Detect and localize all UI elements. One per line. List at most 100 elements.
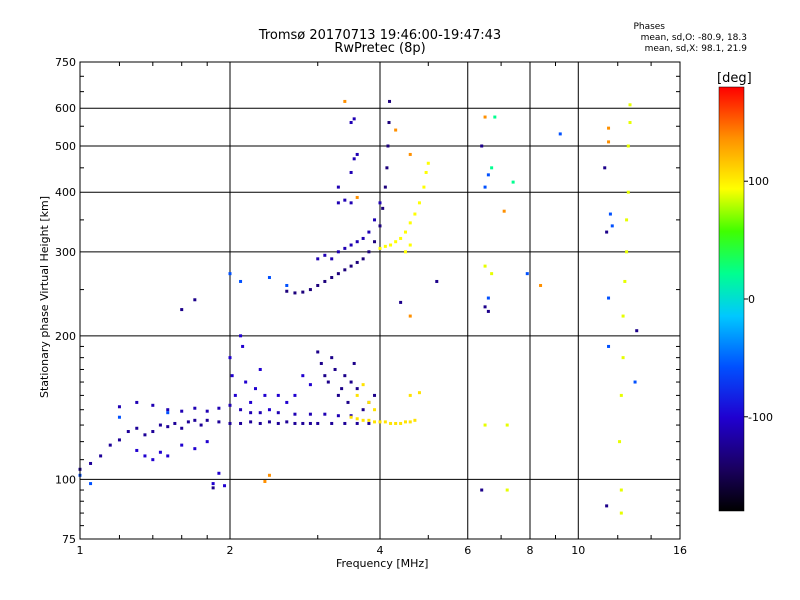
data-point bbox=[490, 272, 494, 276]
data-point bbox=[249, 411, 253, 415]
data-point bbox=[607, 126, 611, 130]
data-point bbox=[166, 454, 170, 458]
data-point bbox=[211, 486, 215, 490]
data-point bbox=[408, 243, 412, 247]
data-point bbox=[355, 421, 359, 425]
data-point bbox=[367, 230, 371, 234]
data-point bbox=[490, 166, 494, 170]
data-point bbox=[239, 279, 243, 283]
data-point bbox=[343, 268, 347, 272]
y-tick-label: 750 bbox=[55, 56, 76, 69]
data-point bbox=[151, 430, 155, 434]
data-point bbox=[193, 298, 197, 302]
data-point bbox=[143, 454, 147, 458]
data-point bbox=[383, 420, 387, 424]
data-point bbox=[408, 314, 412, 318]
data-point bbox=[166, 408, 170, 412]
y-tick-label: 500 bbox=[55, 140, 76, 153]
data-point bbox=[610, 224, 614, 228]
data-point bbox=[426, 161, 430, 165]
data-point bbox=[486, 309, 490, 313]
data-point bbox=[349, 414, 353, 418]
data-point bbox=[276, 411, 280, 415]
data-point bbox=[316, 257, 320, 261]
data-point bbox=[239, 408, 243, 412]
data-point bbox=[316, 350, 320, 354]
data-point bbox=[267, 473, 271, 477]
data-point bbox=[367, 421, 371, 425]
data-point bbox=[285, 400, 289, 404]
data-point bbox=[336, 201, 340, 205]
data-point bbox=[316, 421, 320, 425]
y-tick-label: 100 bbox=[55, 473, 76, 486]
data-point bbox=[117, 438, 121, 442]
data-point bbox=[301, 421, 305, 425]
data-point bbox=[486, 173, 490, 177]
data-point bbox=[355, 260, 359, 264]
data-point bbox=[511, 180, 515, 184]
x-tick-label: 2 bbox=[227, 544, 234, 557]
data-point bbox=[343, 374, 347, 378]
y-tick-label: 200 bbox=[55, 330, 76, 343]
data-point bbox=[399, 300, 403, 304]
data-point bbox=[135, 400, 139, 404]
data-point bbox=[383, 185, 387, 189]
data-point bbox=[336, 414, 340, 418]
data-point bbox=[340, 387, 344, 391]
phases-stats-o: mean, sd,O: -80.9, 18.3 bbox=[640, 33, 747, 43]
data-point bbox=[352, 157, 356, 161]
data-point bbox=[355, 387, 359, 391]
data-point bbox=[483, 185, 487, 189]
data-point bbox=[373, 393, 377, 397]
x-tick-label: 6 bbox=[464, 544, 471, 557]
data-point bbox=[180, 426, 184, 430]
data-point bbox=[330, 356, 334, 360]
data-point bbox=[483, 305, 487, 309]
data-point bbox=[244, 380, 248, 384]
data-point bbox=[367, 418, 371, 422]
y-tick-label: 75 bbox=[62, 533, 76, 546]
data-point bbox=[151, 458, 155, 462]
data-point bbox=[539, 283, 543, 287]
data-point bbox=[367, 250, 371, 254]
data-point bbox=[422, 185, 426, 189]
data-point bbox=[381, 206, 385, 210]
data-point bbox=[361, 418, 365, 422]
data-point bbox=[480, 488, 484, 492]
data-point bbox=[623, 279, 627, 283]
data-point bbox=[151, 403, 155, 407]
data-point bbox=[249, 400, 253, 404]
data-point bbox=[293, 291, 297, 295]
data-point bbox=[239, 334, 243, 338]
data-point bbox=[403, 250, 407, 254]
data-point bbox=[408, 152, 412, 156]
data-point bbox=[230, 374, 234, 378]
data-point bbox=[263, 393, 267, 397]
data-point bbox=[108, 443, 112, 447]
data-point bbox=[193, 418, 197, 422]
data-point bbox=[367, 400, 371, 404]
data-point bbox=[628, 121, 632, 125]
data-point bbox=[258, 367, 262, 371]
data-point bbox=[628, 103, 632, 107]
data-point bbox=[373, 408, 377, 412]
x-tick-label: 8 bbox=[527, 544, 534, 557]
data-point bbox=[308, 421, 312, 425]
data-point bbox=[267, 420, 271, 424]
data-point bbox=[387, 121, 391, 125]
data-point bbox=[621, 356, 625, 360]
data-point bbox=[323, 279, 327, 283]
data-point bbox=[483, 264, 487, 268]
data-point bbox=[355, 393, 359, 397]
y-axis-label: Stationary phase Virtual Height [km] bbox=[38, 195, 51, 398]
data-point bbox=[233, 393, 237, 397]
data-point bbox=[293, 393, 297, 397]
data-point bbox=[301, 290, 305, 294]
grid-lines bbox=[80, 62, 680, 539]
data-point bbox=[349, 121, 353, 125]
data-point bbox=[228, 403, 232, 407]
data-point bbox=[180, 443, 184, 447]
data-point bbox=[389, 421, 393, 425]
data-point bbox=[619, 488, 623, 492]
